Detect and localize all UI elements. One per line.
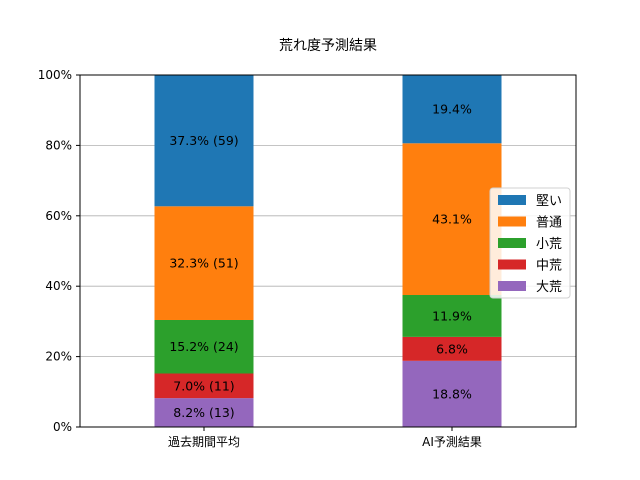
plot-frame xyxy=(79,74,577,428)
bar-segment xyxy=(154,319,254,374)
bar-segment xyxy=(402,336,502,361)
y-tick-label: 40% xyxy=(45,279,72,293)
x-tick-label: AI予測結果 xyxy=(422,435,482,449)
legend-label: 小荒 xyxy=(536,237,562,252)
data-label: 6.8% xyxy=(436,341,468,356)
data-label: 32.3% (51) xyxy=(169,256,238,271)
data-label: 15.2% (24) xyxy=(169,339,238,354)
bar-segment xyxy=(402,360,502,427)
chart-title: 荒れ度予測結果 xyxy=(279,38,377,54)
bar-segment xyxy=(154,398,254,427)
legend-swatch xyxy=(498,259,526,270)
legend-swatch xyxy=(498,281,526,291)
bar-segment xyxy=(154,373,254,399)
legend-swatch xyxy=(498,238,526,248)
legend-label: 中荒 xyxy=(536,259,562,274)
y-tick-label: 80% xyxy=(45,138,72,152)
bar-segment xyxy=(154,206,254,320)
legend-box xyxy=(489,187,571,299)
data-label: 11.9% xyxy=(432,308,472,323)
bar-segment xyxy=(154,75,254,207)
legend-label: 普通 xyxy=(536,216,562,231)
x-tick-label: 過去期間平均 xyxy=(168,435,240,449)
bar-segment xyxy=(402,143,502,295)
legend-swatch xyxy=(498,195,526,205)
bars xyxy=(154,75,502,427)
data-label: 43.1% xyxy=(432,212,472,227)
data-label: 37.3% (59) xyxy=(169,133,238,148)
data-label: 8.2% (13) xyxy=(173,405,234,420)
y-tick-label: 100% xyxy=(38,68,72,82)
y-tick-label: 0% xyxy=(53,420,72,434)
bar-segment xyxy=(402,75,502,144)
legend-label: 堅い xyxy=(536,194,562,209)
data-label: 7.0% (11) xyxy=(173,378,234,393)
legend-swatch xyxy=(498,216,526,227)
y-tick-label: 60% xyxy=(45,209,72,223)
x-axis: 過去期間平均 AI予測結果 xyxy=(168,427,482,449)
y-axis: 0% 20% 40% 60% 80% 100% xyxy=(38,68,80,434)
y-tick-label: 20% xyxy=(45,350,72,364)
data-label: 19.4% xyxy=(432,102,472,117)
bar-labels: 8.2% (13) 7.0% (11) 15.2% (24) 32.3% (51) 37… xyxy=(169,102,472,420)
legend-label: 大荒 xyxy=(536,280,562,295)
data-label: 18.8% xyxy=(432,386,472,401)
bar-segment xyxy=(402,295,502,337)
